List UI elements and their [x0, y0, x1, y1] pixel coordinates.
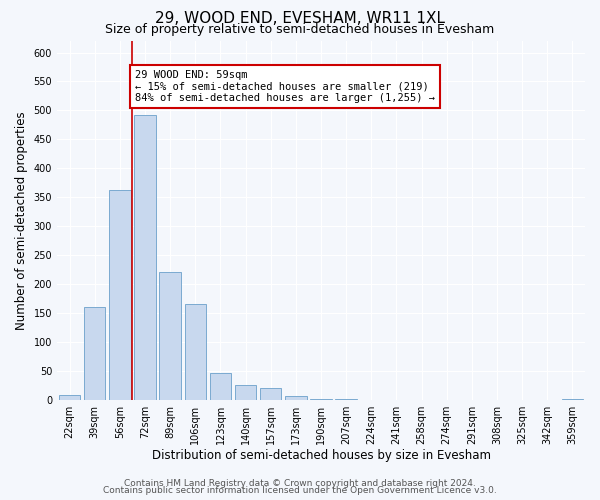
Text: 29 WOOD END: 59sqm
← 15% of semi-detached houses are smaller (219)
84% of semi-d: 29 WOOD END: 59sqm ← 15% of semi-detache…: [135, 70, 435, 103]
Bar: [235, 385, 256, 400]
Bar: [562, 398, 583, 400]
Bar: [59, 395, 80, 400]
Text: 29, WOOD END, EVESHAM, WR11 1XL: 29, WOOD END, EVESHAM, WR11 1XL: [155, 11, 445, 26]
Bar: [185, 304, 206, 400]
Bar: [134, 115, 156, 400]
Text: Contains HM Land Registry data © Crown copyright and database right 2024.: Contains HM Land Registry data © Crown c…: [124, 478, 476, 488]
Text: Size of property relative to semi-detached houses in Evesham: Size of property relative to semi-detach…: [106, 23, 494, 36]
Text: Contains public sector information licensed under the Open Government Licence v3: Contains public sector information licen…: [103, 486, 497, 495]
Bar: [260, 388, 281, 400]
Bar: [285, 396, 307, 400]
X-axis label: Distribution of semi-detached houses by size in Evesham: Distribution of semi-detached houses by …: [152, 450, 491, 462]
Bar: [84, 307, 106, 400]
Bar: [310, 398, 332, 400]
Bar: [335, 399, 357, 400]
Y-axis label: Number of semi-detached properties: Number of semi-detached properties: [15, 111, 28, 330]
Bar: [210, 372, 231, 400]
Bar: [160, 272, 181, 400]
Bar: [109, 190, 131, 400]
